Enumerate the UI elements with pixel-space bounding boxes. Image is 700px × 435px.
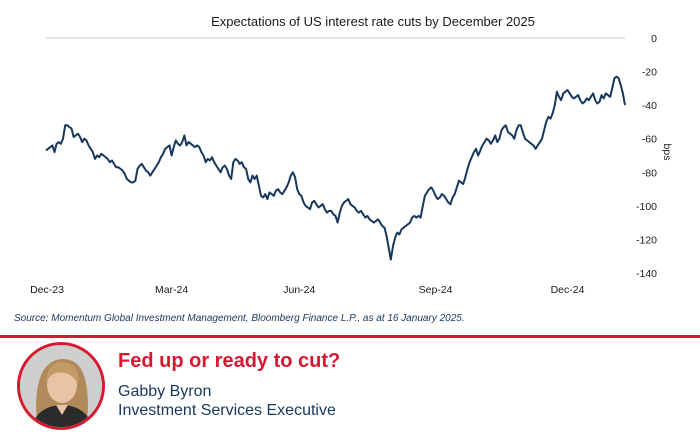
chart-title: Expectations of US interest rate cuts by… [211,14,535,29]
avatar [17,342,105,430]
person-portrait-icon [20,345,102,427]
y-axis: 0 -20 -40 -60 -80 -100 -120 -140 [636,33,657,280]
x-tick-label: Dec-24 [551,284,585,296]
author-footer: Fed up or ready to cut? Gabby Byron Inve… [0,338,700,435]
y-tick-label: 0 [651,33,657,45]
series-line [45,75,626,261]
source-note: Source: Momentum Global Investment Manag… [14,313,465,324]
y-tick-label: -80 [642,167,657,179]
chart: Expectations of US interest rate cuts by… [30,14,673,296]
y-tick-label: -20 [642,67,657,79]
y-tick-label: -140 [636,268,657,280]
x-tick-label: Dec-23 [30,284,64,296]
series-group [45,75,626,261]
y-tick-label: -120 [636,234,657,246]
author-name: Gabby Byron [118,383,212,400]
x-tick-label: Sep-24 [419,284,453,296]
footer-divider [0,335,700,338]
y-tick-label: -100 [636,201,657,213]
y-axis-label: bps [661,144,673,161]
author-role: Investment Services Executive [118,402,336,419]
y-tick-label: -40 [642,100,657,112]
footer-headline: Fed up or ready to cut? [118,350,341,372]
x-tick-label: Jun-24 [283,284,315,296]
y-tick-label: -60 [642,134,657,146]
x-axis: Dec-23 Mar-24 Jun-24 Sep-24 Dec-24 [30,284,585,296]
x-tick-label: Mar-24 [155,284,188,296]
